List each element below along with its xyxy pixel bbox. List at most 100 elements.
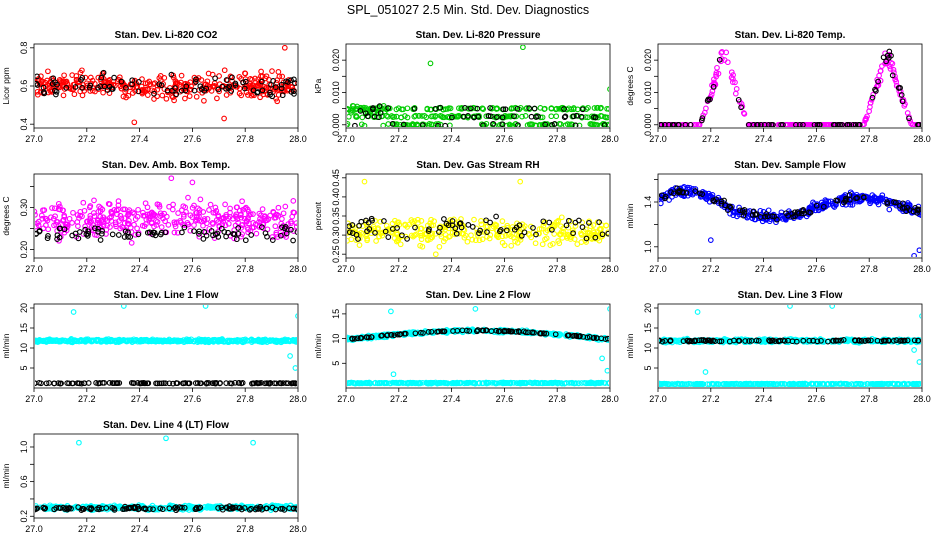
data-point-main xyxy=(911,252,917,257)
data-point-ref xyxy=(384,332,391,338)
data-point-ref xyxy=(179,229,185,236)
data-point-low xyxy=(347,380,350,387)
data-point-ref xyxy=(526,105,532,111)
data-point-ref xyxy=(35,380,38,387)
data-point-ref xyxy=(852,121,859,127)
data-point-main xyxy=(570,106,577,113)
data-point-main xyxy=(187,227,194,234)
data-point-ref xyxy=(531,105,538,112)
data-point-main xyxy=(209,83,216,90)
data-point-ref xyxy=(72,84,79,90)
x-tick-label: 27.8 xyxy=(860,264,878,274)
data-point-main xyxy=(38,212,45,219)
x-tick-label: 27.2 xyxy=(390,394,408,404)
data-point-main xyxy=(512,238,518,245)
data-point-main xyxy=(60,216,67,223)
x-tick-label: 27.2 xyxy=(702,134,720,144)
data-point-main xyxy=(182,95,188,102)
data-point-main xyxy=(161,86,168,92)
data-point-main xyxy=(411,218,418,224)
data-point-low xyxy=(458,379,464,386)
y-axis-label: ml/min xyxy=(1,463,11,488)
data-point-ref xyxy=(43,380,50,387)
data-point-ref xyxy=(349,335,355,342)
x-tick-label: 27.4 xyxy=(131,524,149,534)
x-tick-label: 27.2 xyxy=(390,264,408,274)
data-point-ref xyxy=(292,380,297,386)
data-point-ref xyxy=(686,338,692,344)
data-point-ref xyxy=(698,117,705,124)
data-point-main xyxy=(808,206,815,213)
y-tick-label: 1.0 xyxy=(19,441,29,454)
data-point-ref xyxy=(288,226,294,233)
data-point-main xyxy=(170,201,176,208)
data-point-ref xyxy=(856,338,862,344)
y-tick-label: 0.35 xyxy=(331,207,341,225)
data-point-main xyxy=(347,106,351,112)
data-point-low xyxy=(843,381,850,387)
data-point-ref xyxy=(457,220,464,226)
data-point-main xyxy=(256,210,263,217)
data-point-main xyxy=(879,63,885,69)
data-point-ref xyxy=(368,334,375,340)
data-point-main xyxy=(189,179,196,186)
data-point-low xyxy=(575,380,582,387)
data-point-main xyxy=(234,204,240,211)
data-point-ref xyxy=(579,224,586,230)
data-point-ref xyxy=(501,328,508,334)
data-point-main xyxy=(405,330,412,337)
data-point-ref xyxy=(659,121,665,127)
data-point-main xyxy=(445,225,452,232)
data-point-main xyxy=(152,337,158,344)
x-tick-label: 27.0 xyxy=(25,394,43,404)
data-point-ref xyxy=(578,113,585,120)
data-point-main xyxy=(51,337,58,344)
data-point-main xyxy=(876,72,882,79)
x-tick-label: 27.6 xyxy=(184,264,202,274)
data-point-ref xyxy=(874,337,881,344)
data-point-main xyxy=(536,230,542,237)
data-point-main xyxy=(440,224,446,231)
data-point-main xyxy=(279,73,286,80)
plot-frame xyxy=(33,303,299,389)
data-point-ref xyxy=(377,110,384,116)
data-point-ref xyxy=(412,224,418,231)
data-point-ref xyxy=(86,84,93,91)
y-tick-label: 0.2 xyxy=(19,510,29,523)
data-point-ref xyxy=(242,237,249,244)
data-point-ref xyxy=(379,332,385,339)
data-point-low xyxy=(416,380,423,387)
x-tick-label: 28.0 xyxy=(289,264,307,274)
data-point-main xyxy=(524,105,530,111)
data-point-main xyxy=(455,112,462,119)
data-point-ref xyxy=(549,226,555,233)
data-point-main xyxy=(347,335,350,342)
data-point-ref xyxy=(389,121,396,127)
x-tick-label: 27.4 xyxy=(131,134,149,144)
data-point-main xyxy=(128,229,135,235)
data-point-main xyxy=(528,121,534,127)
data-point-ref xyxy=(477,227,483,234)
data-point-ref xyxy=(364,228,370,235)
data-point-main xyxy=(598,113,605,119)
data-point-ref xyxy=(537,330,543,337)
data-point-ref xyxy=(283,230,290,237)
data-point-main xyxy=(66,215,73,222)
data-point-main xyxy=(79,92,86,99)
data-point-low xyxy=(606,380,609,387)
data-point-ref xyxy=(111,74,117,81)
data-point-main xyxy=(290,228,297,234)
data-point-ref xyxy=(197,83,204,90)
data-point-main xyxy=(69,220,75,226)
data-point-ref xyxy=(372,230,378,236)
data-point-main xyxy=(125,220,131,227)
data-point-main xyxy=(607,86,609,92)
data-point-main xyxy=(565,232,572,239)
data-point-ref xyxy=(101,380,108,386)
data-point-main xyxy=(916,359,921,365)
data-point-low xyxy=(855,380,862,387)
data-point-main xyxy=(576,122,583,127)
data-point-main xyxy=(205,70,212,77)
data-point-ref xyxy=(599,231,606,238)
